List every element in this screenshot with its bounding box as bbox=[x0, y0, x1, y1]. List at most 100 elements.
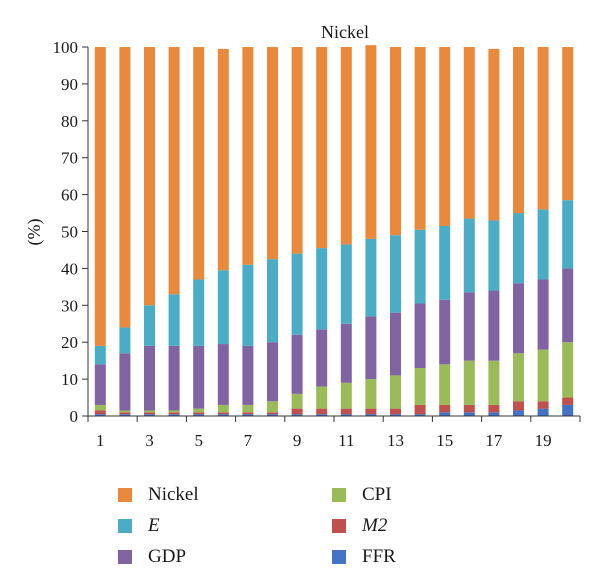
x-tick-label: 5 bbox=[194, 431, 203, 450]
bar-ffr-4 bbox=[168, 414, 180, 416]
bar-gdp-10 bbox=[316, 329, 328, 387]
bar-m2-3 bbox=[144, 412, 155, 415]
bar-gdp-3 bbox=[144, 345, 155, 411]
bar-m2-1 bbox=[94, 410, 106, 415]
y-tick-label: 50 bbox=[61, 223, 78, 242]
bar-nickel-11 bbox=[340, 47, 352, 245]
bar-cpi-8 bbox=[267, 401, 278, 413]
bar-ffr-8 bbox=[267, 414, 278, 416]
legend-swatch-e bbox=[118, 519, 132, 533]
bar-nickel-6 bbox=[217, 48, 229, 271]
bar-e-1 bbox=[94, 345, 106, 365]
bar-ffr-14 bbox=[414, 414, 426, 416]
bar-cpi-6 bbox=[217, 404, 229, 413]
bar-m2-7 bbox=[242, 412, 254, 415]
legend-item-m2: M2 bbox=[332, 515, 387, 537]
bar-nickel-2 bbox=[119, 47, 131, 328]
bar-ffr-1 bbox=[94, 414, 106, 416]
legend-item-cpi: CPI bbox=[332, 484, 392, 506]
bar-e-13 bbox=[390, 235, 401, 313]
bar-e-17 bbox=[488, 220, 500, 291]
bar-ffr-12 bbox=[365, 414, 377, 416]
bar-nickel-13 bbox=[390, 47, 401, 236]
x-tick-label: 3 bbox=[145, 431, 154, 450]
bar-e-19 bbox=[537, 209, 549, 280]
legend-label-ffr: FFR bbox=[362, 546, 396, 567]
bar-e-20 bbox=[562, 200, 574, 269]
bar-cpi-19 bbox=[537, 349, 549, 402]
legend-swatch-gdp bbox=[118, 550, 132, 564]
x-tick-label: 15 bbox=[436, 431, 453, 450]
bar-e-9 bbox=[291, 253, 303, 335]
bar-nickel-4 bbox=[168, 47, 180, 295]
bar-ffr-5 bbox=[193, 414, 205, 416]
bar-ffr-13 bbox=[390, 414, 401, 416]
x-tick-label: 11 bbox=[338, 431, 354, 450]
y-tick-label: 100 bbox=[53, 38, 79, 57]
bar-e-11 bbox=[340, 244, 352, 324]
bar-ffr-3 bbox=[144, 414, 155, 416]
bar-nickel-9 bbox=[291, 47, 303, 254]
legend-label-e: E bbox=[148, 515, 160, 536]
legend-swatch-ffr bbox=[332, 550, 346, 564]
bar-ffr-9 bbox=[291, 414, 303, 416]
x-tick-label: 19 bbox=[535, 431, 552, 450]
legend-swatch-nickel bbox=[118, 488, 132, 502]
legend-item-e: E bbox=[118, 515, 160, 537]
bar-cpi-4 bbox=[168, 410, 180, 413]
bar-gdp-12 bbox=[365, 316, 377, 380]
bar-m2-9 bbox=[291, 408, 303, 415]
bar-m2-12 bbox=[365, 408, 377, 415]
bar-ffr-6 bbox=[217, 414, 229, 416]
bar-e-8 bbox=[267, 259, 278, 343]
x-tick-label: 1 bbox=[96, 431, 105, 450]
bar-e-18 bbox=[513, 213, 524, 284]
bar-gdp-17 bbox=[488, 290, 500, 361]
bar-gdp-9 bbox=[291, 334, 303, 394]
bar-nickel-19 bbox=[537, 47, 549, 210]
bar-nickel-1 bbox=[94, 47, 106, 346]
bar-nickel-5 bbox=[193, 47, 205, 280]
bar-e-5 bbox=[193, 279, 205, 346]
bar-gdp-11 bbox=[340, 323, 352, 383]
bar-gdp-13 bbox=[390, 312, 401, 376]
bar-gdp-6 bbox=[217, 344, 229, 405]
bar-m2-20 bbox=[562, 397, 574, 405]
bar-m2-5 bbox=[193, 412, 205, 415]
bar-nickel-14 bbox=[414, 47, 426, 230]
x-tick-label: 9 bbox=[293, 431, 302, 450]
bar-e-15 bbox=[439, 225, 451, 300]
legend-label-cpi: CPI bbox=[362, 484, 392, 505]
bar-cpi-1 bbox=[94, 404, 106, 411]
bar-m2-17 bbox=[488, 404, 500, 413]
bar-nickel-16 bbox=[463, 47, 475, 219]
bar-cpi-15 bbox=[439, 364, 451, 405]
bar-ffr-11 bbox=[340, 414, 352, 416]
x-tick-label: 17 bbox=[485, 431, 503, 450]
legend-swatch-cpi bbox=[332, 488, 346, 502]
chart-title: Nickel bbox=[321, 22, 369, 42]
y-tick-label: 40 bbox=[61, 259, 78, 278]
bar-nickel-18 bbox=[513, 47, 524, 214]
y-tick-label: 0 bbox=[70, 407, 79, 426]
bar-ffr-19 bbox=[537, 408, 549, 416]
bar-gdp-5 bbox=[193, 345, 205, 409]
y-tick-label: 80 bbox=[61, 112, 78, 131]
y-tick-label: 60 bbox=[61, 186, 78, 205]
bar-m2-4 bbox=[168, 412, 180, 415]
bar-gdp-16 bbox=[463, 292, 475, 361]
bar-ffr-10 bbox=[316, 414, 328, 416]
y-tick-label: 30 bbox=[61, 296, 78, 315]
bar-gdp-2 bbox=[119, 353, 131, 411]
bar-cpi-16 bbox=[463, 360, 475, 405]
bar-ffr-17 bbox=[488, 412, 500, 416]
bar-e-2 bbox=[119, 327, 131, 354]
bar-e-14 bbox=[414, 229, 426, 304]
legend-label-gdp: GDP bbox=[148, 546, 187, 567]
legend-label-nickel: Nickel bbox=[148, 484, 199, 505]
bar-m2-2 bbox=[119, 412, 131, 415]
bar-ffr-2 bbox=[119, 414, 131, 416]
bar-m2-11 bbox=[340, 408, 352, 415]
